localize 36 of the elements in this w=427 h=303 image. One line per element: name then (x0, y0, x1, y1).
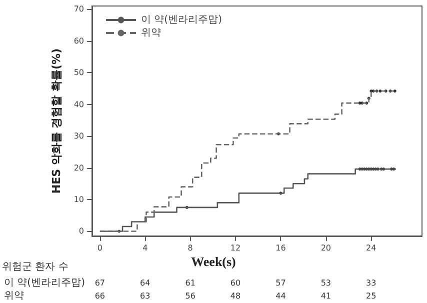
y-tick-label: 40 (74, 100, 84, 109)
x-tick-label: 4 (142, 244, 148, 252)
text: 67 (94, 278, 106, 288)
y-tick-label: 10 (74, 195, 84, 204)
text: 60 (230, 278, 241, 288)
text: 57 (276, 278, 286, 288)
x-tick-label: 24 (366, 244, 376, 252)
y-axis-title: HES 악화를 경험할 확률(%) (50, 48, 63, 194)
x-tick-label: 20 (320, 244, 332, 252)
text: 위약 (4, 290, 24, 302)
legend-label: 위약 (141, 28, 161, 38)
text: 25 (366, 292, 376, 300)
x-tick-label: 0 (97, 244, 102, 252)
text: 33 (366, 278, 376, 288)
text: 이 약(벤라리주맙) (4, 278, 86, 288)
text: 48 (230, 292, 241, 300)
y-tick-label: 0 (78, 226, 84, 236)
y-tick-label: 70 (74, 4, 84, 14)
text: 63 (140, 292, 150, 300)
legend-label: 이 약(벤라리주맙) (141, 14, 222, 26)
text: 53 (320, 278, 332, 288)
y-tick-label: 60 (74, 36, 84, 46)
x-tick-label: 12 (230, 244, 241, 252)
text: 44 (276, 292, 286, 300)
text: 61 (185, 278, 196, 288)
x-tick-label: 8 (188, 244, 193, 252)
x-tick-label: 16 (276, 244, 286, 252)
y-tick-label: 20 (74, 163, 84, 172)
y-tick-label: 30 (74, 132, 84, 141)
y-tick-label: 50 (74, 68, 84, 78)
text: 위험군 환자 수 (2, 262, 68, 272)
text: 56 (185, 292, 196, 300)
x-axis-title: Week(s) (191, 254, 236, 269)
text: 64 (140, 278, 150, 288)
text: 66 (94, 292, 106, 300)
text: 41 (320, 292, 332, 300)
